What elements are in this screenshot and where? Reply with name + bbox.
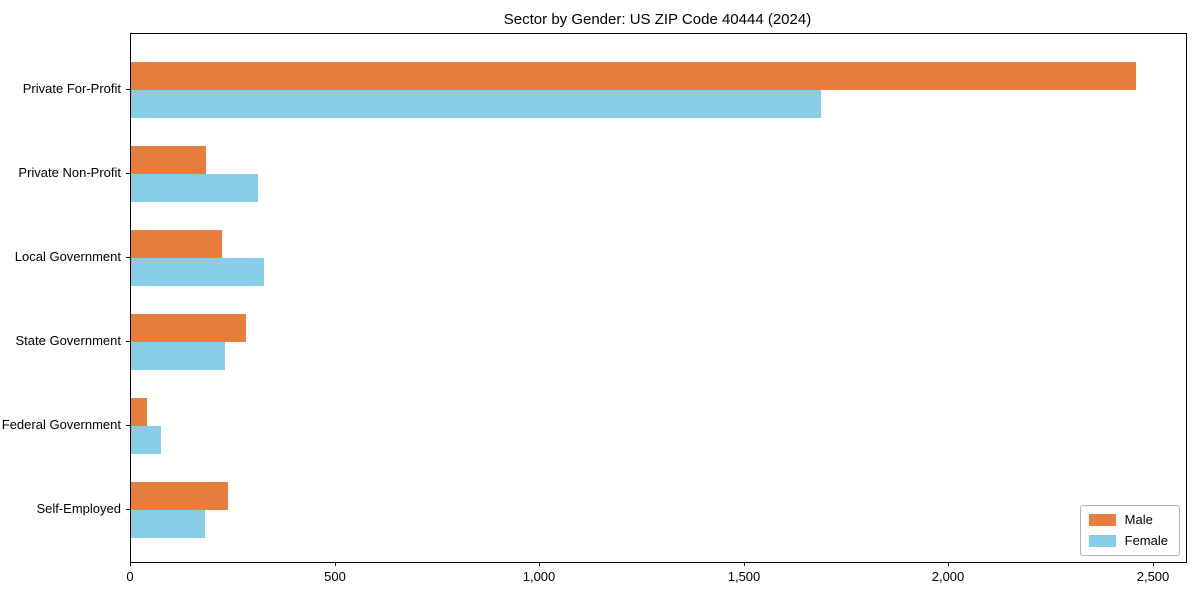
bar-female-1	[131, 174, 258, 202]
legend-label-male: Male	[1124, 512, 1153, 527]
x-axis-tick-1	[335, 562, 336, 566]
x-axis-tick-label-5: 2,500	[1136, 569, 1170, 584]
bar-female-2	[131, 258, 264, 286]
y-axis-tick-3	[126, 341, 130, 342]
bar-female-3	[131, 342, 225, 370]
legend-item-male: Male	[1088, 512, 1168, 527]
x-axis-tick-label-2: 1,000	[522, 569, 556, 584]
x-axis-tick-label-0: 0	[126, 569, 134, 584]
bar-male-2	[131, 230, 222, 258]
chart-title: Sector by Gender: US ZIP Code 40444 (202…	[503, 11, 812, 28]
y-axis-tick-4	[126, 425, 130, 426]
x-axis-tick-label-4: 2,000	[931, 569, 965, 584]
bar-male-4	[131, 398, 147, 426]
bar-male-1	[131, 146, 206, 174]
legend-swatch-female	[1088, 535, 1116, 547]
x-axis-tick-2	[539, 562, 540, 566]
legend-label-female: Female	[1124, 533, 1168, 548]
y-axis-label-4: Federal Government	[1, 417, 121, 432]
y-axis-label-2: Local Government	[14, 249, 121, 264]
bar-female-0	[131, 90, 821, 118]
y-axis-label-5: Self-Employed	[36, 501, 121, 516]
x-axis-tick-label-3: 1,500	[727, 569, 761, 584]
bar-female-4	[131, 426, 161, 454]
legend: Male Female	[1079, 505, 1180, 556]
plot-area: Male Female	[130, 33, 1187, 563]
x-axis-tick-4	[948, 562, 949, 566]
x-axis-tick-label-1: 500	[324, 569, 346, 584]
y-axis-label-1: Private Non-Profit	[18, 165, 121, 180]
x-axis-tick-5	[1153, 562, 1154, 566]
legend-item-female: Female	[1088, 533, 1168, 548]
legend-swatch-male	[1088, 514, 1116, 526]
x-axis-tick-0	[130, 562, 131, 566]
y-axis-tick-2	[126, 257, 130, 258]
bar-male-5	[131, 482, 228, 510]
y-axis-tick-0	[126, 89, 130, 90]
y-axis-label-3: State Government	[15, 333, 122, 348]
y-axis-label-0: Private For-Profit	[22, 81, 121, 96]
bar-male-3	[131, 314, 246, 342]
bar-male-0	[131, 62, 1136, 90]
bar-female-5	[131, 510, 205, 538]
x-axis-tick-3	[744, 562, 745, 566]
y-axis-tick-1	[126, 173, 130, 174]
y-axis-tick-5	[126, 509, 130, 510]
